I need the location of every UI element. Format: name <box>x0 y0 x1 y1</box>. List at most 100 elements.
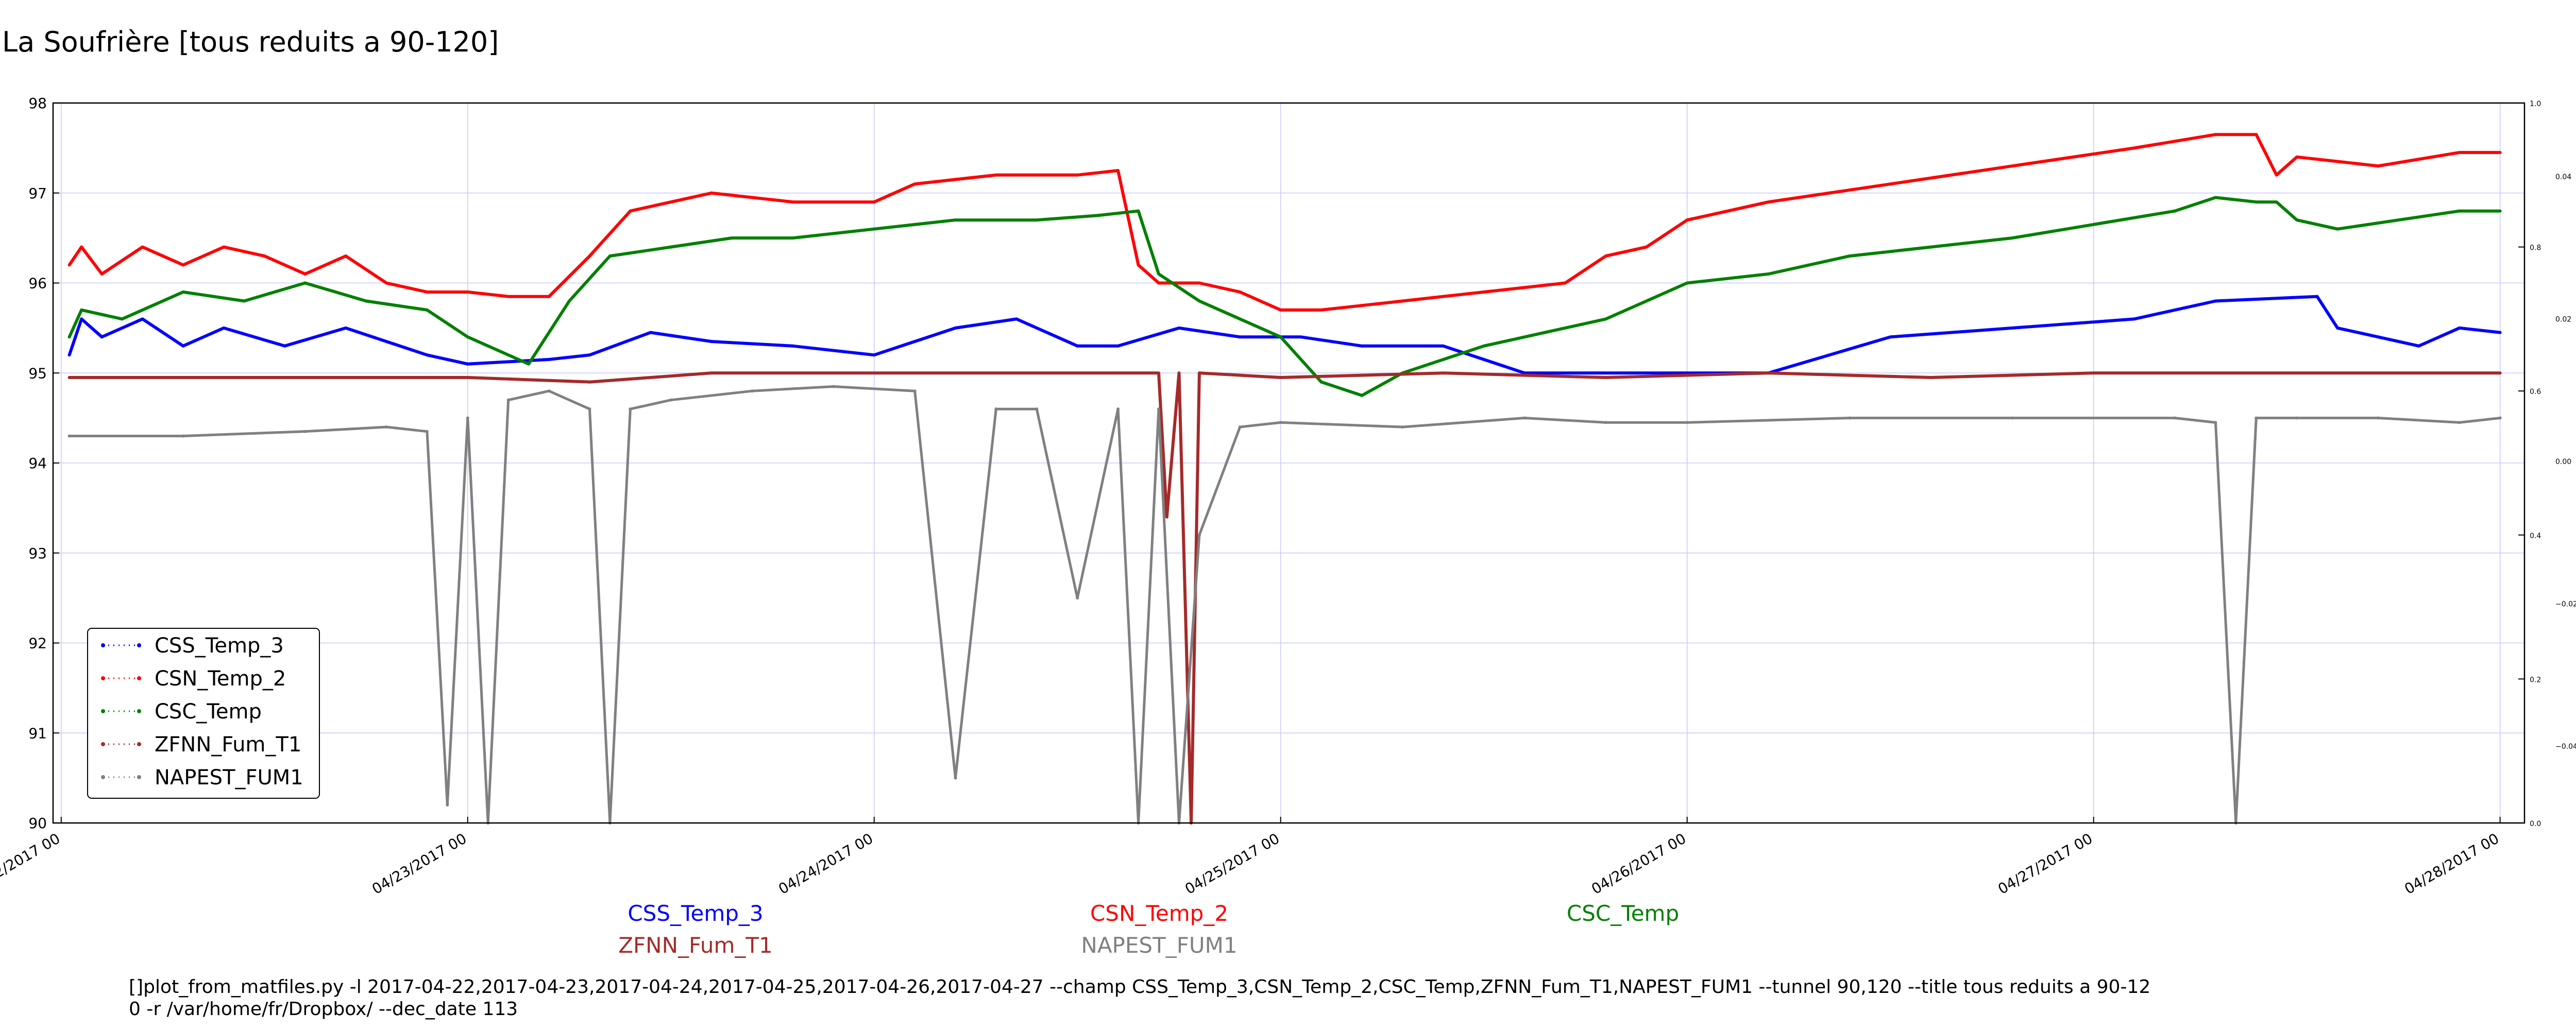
data-point-CSN_Temp_2 <box>2010 164 2014 168</box>
data-point-ZFNN_Fum_T1 <box>67 375 71 379</box>
right-inner-tick-label: 0.04 <box>2555 173 2571 181</box>
data-point-CSS_Temp_3 <box>283 344 286 348</box>
data-point-NAPEST_FUM1 <box>832 385 835 388</box>
data-point-NAPEST_FUM1 <box>67 434 71 438</box>
data-point-CSS_Temp_3 <box>100 335 104 339</box>
data-point-CSN_Temp_2 <box>1035 173 1039 177</box>
data-point-CSC_Temp <box>1543 331 1547 334</box>
legend-label-CSC_Temp: CSC_Temp <box>155 700 262 724</box>
series-line-CSN_Temp_2 <box>68 133 2500 312</box>
data-point-NAPEST_FUM1 <box>1197 533 1201 537</box>
x-tick-label: 04/27/2017 00 <box>1995 830 2095 898</box>
data-point-ZFNN_Fum_T1 <box>1929 375 1933 379</box>
data-point-CSC_Temp <box>242 299 246 303</box>
legend-marker-dot <box>101 775 105 779</box>
right-outer-tick-label: 0.0 <box>2530 820 2541 828</box>
data-point-CSS_Temp_3 <box>954 326 957 330</box>
data-point-CSS_Temp_3 <box>425 353 429 357</box>
data-point-CSN_Temp_2 <box>506 295 510 298</box>
data-point-NAPEST_FUM1 <box>629 407 632 411</box>
data-point-NAPEST_FUM1 <box>1116 407 1120 411</box>
data-point-ZFNN_Fum_T1 <box>466 375 469 379</box>
data-point-CSN_Temp_2 <box>1360 304 1364 307</box>
data-point-ZFNN_Fum_T1 <box>181 375 185 379</box>
data-point-CSC_Temp <box>1848 254 1852 258</box>
data-point-NAPEST_FUM1 <box>954 776 957 780</box>
data-point-CSS_Temp_3 <box>1076 344 1079 348</box>
data-point-NAPEST_FUM1 <box>1238 425 1242 429</box>
data-point-CSN_Temp_2 <box>222 245 226 249</box>
data-point-CSN_Temp_2 <box>1604 254 1607 258</box>
data-point-NAPEST_FUM1 <box>1035 407 1039 411</box>
x-tick-label: 04/24/2017 00 <box>775 830 876 898</box>
data-point-CSN_Temp_2 <box>425 290 429 294</box>
series-label-CSN_Temp_2: CSN_Temp_2 <box>1090 901 1228 926</box>
data-point-CSN_Temp_2 <box>2458 151 2461 154</box>
data-point-CSN_Temp_2 <box>629 209 632 213</box>
data-point-CSN_Temp_2 <box>1279 308 1282 312</box>
data-point-CSC_Temp <box>181 290 185 294</box>
data-point-CSC_Temp <box>730 236 734 240</box>
data-point-CSC_Temp <box>2255 200 2258 204</box>
y-tick-label: 96 <box>28 275 47 292</box>
data-point-CSN_Temp_2 <box>2275 173 2278 177</box>
data-point-CSN_Temp_2 <box>1685 218 1689 222</box>
data-point-NAPEST_FUM1 <box>547 389 551 393</box>
y-tick-label: 98 <box>28 95 47 112</box>
data-point-NAPEST_FUM1 <box>2498 416 2502 420</box>
data-point-NAPEST_FUM1 <box>446 803 449 807</box>
legend-label-NAPEST_FUM1: NAPEST_FUM1 <box>155 766 303 789</box>
data-point-NAPEST_FUM1 <box>751 389 754 393</box>
data-point-NAPEST_FUM1 <box>1076 596 1079 600</box>
data-point-CSC_Temp <box>80 308 83 312</box>
data-point-CSC_Temp <box>2397 218 2400 222</box>
legend-label-CSN_Temp_2: CSN_Temp_2 <box>155 667 286 691</box>
data-point-CSC_Temp <box>2092 222 2095 226</box>
data-point-CSC_Temp <box>466 335 469 339</box>
data-point-CSC_Temp <box>67 335 71 339</box>
data-point-CSN_Temp_2 <box>344 254 348 258</box>
y-tick-label: 97 <box>28 185 47 202</box>
data-point-CSN_Temp_2 <box>1482 290 1486 294</box>
x-tick-label: 04/28/2017 00 <box>2401 830 2502 898</box>
data-point-CSN_Temp_2 <box>1137 263 1140 267</box>
right-outer-tick-label: 0.2 <box>2530 676 2541 684</box>
data-point-NAPEST_FUM1 <box>466 416 469 420</box>
data-point-ZFNN_Fum_T1 <box>2498 371 2502 375</box>
data-point-CSC_Temp <box>954 218 957 222</box>
legend-marker-dot <box>137 676 141 680</box>
y-tick-label: 90 <box>28 815 47 832</box>
data-point-CSS_Temp_3 <box>1604 371 1607 375</box>
data-point-ZFNN_Fum_T1 <box>710 371 714 375</box>
data-point-NAPEST_FUM1 <box>2173 416 2177 420</box>
data-point-CSS_Temp_3 <box>80 317 83 321</box>
data-point-ZFNN_Fum_T1 <box>588 380 591 384</box>
data-point-CSS_Temp_3 <box>2417 344 2420 348</box>
data-point-CSN_Temp_2 <box>913 182 917 186</box>
data-point-CSN_Temp_2 <box>263 254 266 258</box>
data-point-ZFNN_Fum_T1 <box>1116 371 1120 375</box>
data-point-ZFNN_Fum_T1 <box>303 375 307 379</box>
series-label-ZFNN_Fum_T1: ZFNN_Fum_T1 <box>618 933 773 958</box>
data-point-CSS_Temp_3 <box>1177 326 1181 330</box>
data-point-NAPEST_FUM1 <box>2010 416 2014 420</box>
data-point-NAPEST_FUM1 <box>2295 416 2299 420</box>
data-point-CSN_Temp_2 <box>181 263 185 267</box>
data-point-NAPEST_FUM1 <box>506 398 510 402</box>
right-inner-tick-label: −0.04 <box>2555 743 2576 751</box>
data-point-CSS_Temp_3 <box>1238 335 1242 339</box>
right-outer-tick-label: 0.8 <box>2530 244 2541 252</box>
chart-title: La Soufrière [tous reduits a 90-120] <box>2 26 499 58</box>
data-point-NAPEST_FUM1 <box>1157 407 1161 411</box>
legend-marker-dot <box>101 676 105 680</box>
data-point-NAPEST_FUM1 <box>2214 421 2217 424</box>
legend-box <box>87 628 320 799</box>
data-point-CSN_Temp_2 <box>710 191 714 195</box>
data-point-CSS_Temp_3 <box>2132 317 2136 321</box>
data-point-ZFNN_Fum_T1 <box>1604 375 1607 379</box>
x-tick-label: 04/26/2017 00 <box>1588 830 1689 898</box>
data-point-CSS_Temp_3 <box>710 340 714 344</box>
data-point-CSC_Temp <box>872 227 876 231</box>
legend-marker-dot <box>137 643 141 647</box>
data-point-ZFNN_Fum_T1 <box>1157 371 1161 375</box>
